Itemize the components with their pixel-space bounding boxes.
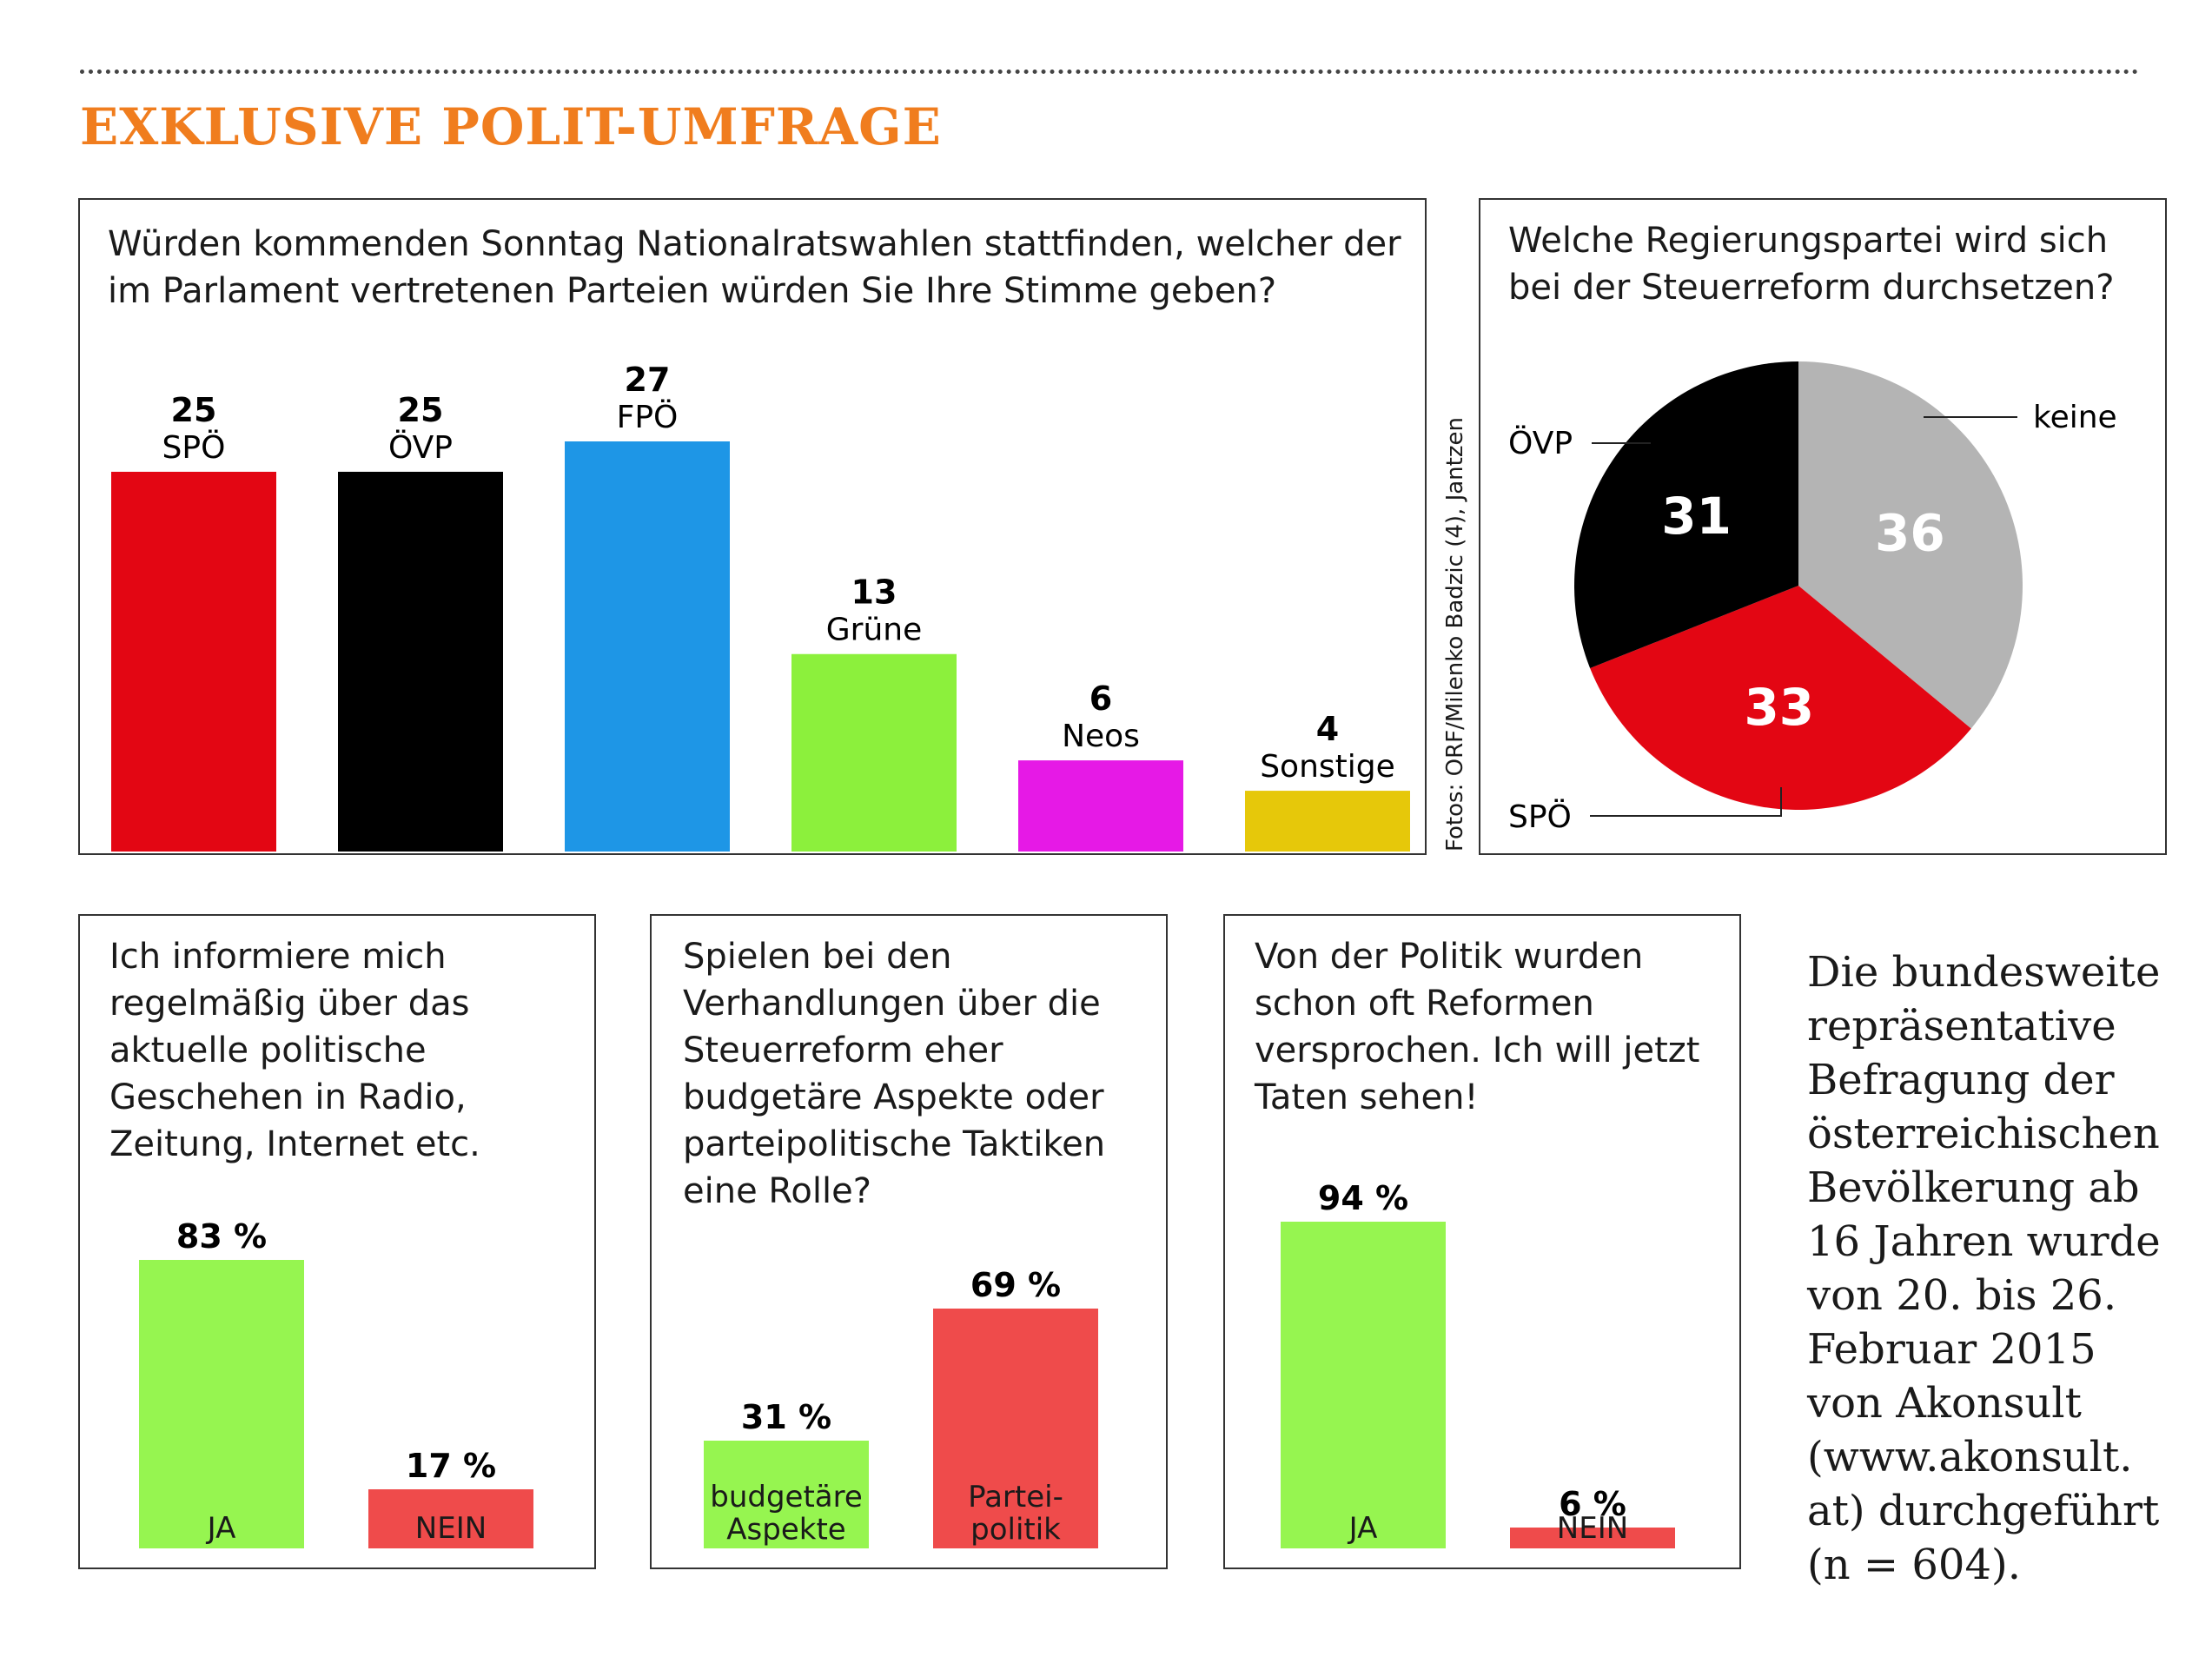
- leader-line-spo: [1590, 787, 1782, 817]
- answer-bar: [368, 1489, 533, 1548]
- answer-bar: [139, 1260, 304, 1548]
- party-bar: [1245, 791, 1410, 852]
- answer-category-label: budgetäre Aspekte: [710, 1480, 863, 1547]
- party-name-label: Grüne: [826, 613, 922, 648]
- pie-slice: [1574, 361, 1798, 668]
- party-bar: [791, 653, 957, 852]
- pie-label-keine: keine: [2033, 400, 2117, 435]
- party-name-label: SPÖ: [162, 429, 226, 466]
- info-chart-panel: Ich informiere mich regelmäßig über das …: [78, 914, 596, 1569]
- tax-reform-chart-panel: Spielen bei den Verhandlungen über die S…: [650, 914, 1168, 1569]
- party-bar: [338, 471, 503, 852]
- answer-category-label: NEIN: [1557, 1511, 1628, 1546]
- survey-footnote: Die bundesweite repräsentative Befragung…: [1807, 948, 2161, 1589]
- pie-value-label: 31: [1661, 487, 1732, 546]
- party-value-label: 6: [1089, 679, 1112, 718]
- reform-chart-question: Von der Politik wurden schon oft Reforme…: [1255, 937, 1700, 1117]
- pie-chart-question: Welche Regierungspartei wird sich bei de…: [1508, 221, 2115, 308]
- pie-label-spo: SPÖ: [1508, 799, 1572, 835]
- answer-bar: [1281, 1222, 1446, 1548]
- answer-category-label: JA: [1348, 1511, 1378, 1546]
- answer-category-label: JA: [206, 1511, 236, 1546]
- party-value-label: 27: [625, 361, 671, 399]
- party-name-label: FPÖ: [617, 399, 679, 435]
- party-chart-panel: Würden kommenden Sonntag Nationalratswah…: [78, 198, 1427, 855]
- party-bar: [111, 471, 276, 852]
- dotted-divider: [80, 70, 2139, 74]
- tax-reform-chart-question: Spielen bei den Verhandlungen über die S…: [683, 937, 1106, 1211]
- answer-value-label: 6 %: [1559, 1485, 1626, 1523]
- pie-slice: [1798, 361, 2023, 729]
- headline: EXKLUSIVE POLIT-UMFRAGE: [80, 97, 942, 156]
- party-name-label: ÖVP: [388, 429, 453, 466]
- pie-slice: [1590, 586, 1971, 810]
- party-name-label: Sonstige: [1260, 749, 1395, 785]
- info-bar-chart: 83 % JA 17 % NEIN: [139, 1217, 533, 1548]
- tax-reform-bar-chart: 31 % budgetäre Aspekte 69 % Partei-politik: [704, 1266, 1098, 1548]
- answer-value-label: 94 %: [1318, 1179, 1408, 1217]
- pie-label-ovp: ÖVP: [1508, 425, 1573, 461]
- answer-bar: [1510, 1528, 1675, 1548]
- party-bar: [565, 441, 730, 852]
- reform-chart-panel: Von der Politik wurden schon oft Reforme…: [1223, 914, 1741, 1569]
- answer-bar: [933, 1309, 1098, 1548]
- photo-credit: Fotos: ORF/Milenko Badzic (4), Jantzen: [1442, 417, 1468, 852]
- answer-value-label: 17 %: [406, 1447, 496, 1485]
- party-value-label: 25: [398, 391, 444, 429]
- reform-bar-chart: 94 % JA 6 %NEIN: [1281, 1179, 1675, 1548]
- pie-chart: 36 33 31 keine SPÖ ÖVP: [1508, 361, 2117, 835]
- answer-value-label: 31 %: [741, 1398, 831, 1436]
- party-bar: [1018, 760, 1183, 852]
- party-name-label: Neos: [1062, 719, 1140, 754]
- pie-value-label: 33: [1744, 678, 1814, 737]
- party-value-label: 25: [171, 391, 217, 429]
- info-chart-question: Ich informiere mich regelmäßig über das …: [109, 937, 480, 1164]
- answer-value-label: 69 %: [970, 1266, 1061, 1304]
- pie-chart-panel: Welche Regierungspartei wird sich bei de…: [1479, 198, 2167, 855]
- answer-category-label: Partei-politik: [968, 1480, 1063, 1547]
- party-chart-question: Würden kommenden Sonntag Nationalratswah…: [108, 224, 1401, 311]
- party-value-label: 4: [1316, 710, 1339, 748]
- answer-value-label: 83 %: [176, 1217, 267, 1256]
- pie-value-label: 36: [1875, 504, 1945, 563]
- answer-bar: [704, 1441, 869, 1548]
- answer-category-label: NEIN: [415, 1511, 487, 1546]
- party-value-label: 13: [851, 573, 897, 612]
